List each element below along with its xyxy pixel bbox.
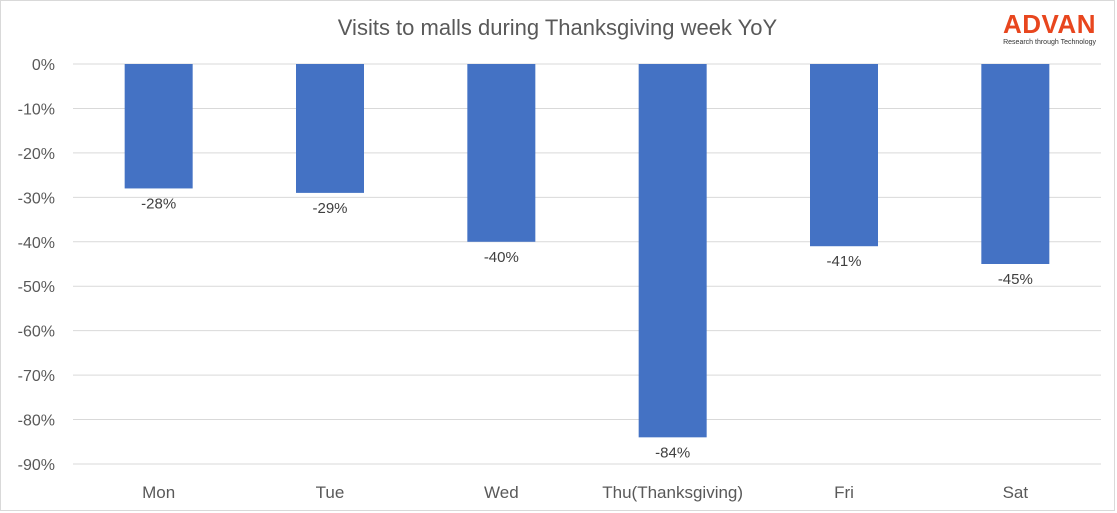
bar bbox=[467, 64, 536, 242]
y-tick-label: -10% bbox=[18, 101, 55, 118]
data-label: -84% bbox=[655, 444, 690, 461]
chart-title: Visits to malls during Thanksgiving week… bbox=[337, 15, 778, 40]
x-category-label: Sat bbox=[1003, 483, 1029, 502]
bar bbox=[296, 64, 364, 193]
x-category-label: Wed bbox=[484, 483, 519, 502]
data-label: -45% bbox=[998, 271, 1033, 288]
data-label: -28% bbox=[141, 195, 176, 212]
bar bbox=[810, 64, 878, 247]
bar bbox=[981, 64, 1050, 264]
logo-name: ADVAN bbox=[1002, 9, 1096, 39]
y-tick-label: -30% bbox=[18, 190, 55, 207]
y-tick-label: -60% bbox=[18, 324, 55, 341]
advan-logo: ADVAN Research through Technology bbox=[1003, 11, 1096, 46]
x-category-label: Mon bbox=[142, 483, 175, 502]
y-tick-label: -70% bbox=[18, 368, 55, 385]
y-tick-label: -50% bbox=[18, 279, 55, 296]
logo-tagline: Research through Technology bbox=[1003, 39, 1096, 46]
y-tick-label: -90% bbox=[18, 457, 55, 474]
y-tick-label: -40% bbox=[18, 235, 55, 252]
y-tick-label: -80% bbox=[18, 413, 55, 430]
bar bbox=[124, 64, 193, 189]
y-tick-label: 0% bbox=[32, 57, 55, 74]
data-label: -29% bbox=[312, 200, 347, 217]
data-label: -41% bbox=[826, 253, 861, 270]
y-tick-label: -20% bbox=[18, 146, 55, 163]
x-category-label: Tue bbox=[316, 483, 345, 502]
x-category-label: Fri bbox=[834, 483, 854, 502]
x-category-label: Thu(Thanksgiving) bbox=[602, 483, 743, 502]
bar bbox=[638, 64, 707, 438]
data-label: -40% bbox=[484, 249, 519, 266]
